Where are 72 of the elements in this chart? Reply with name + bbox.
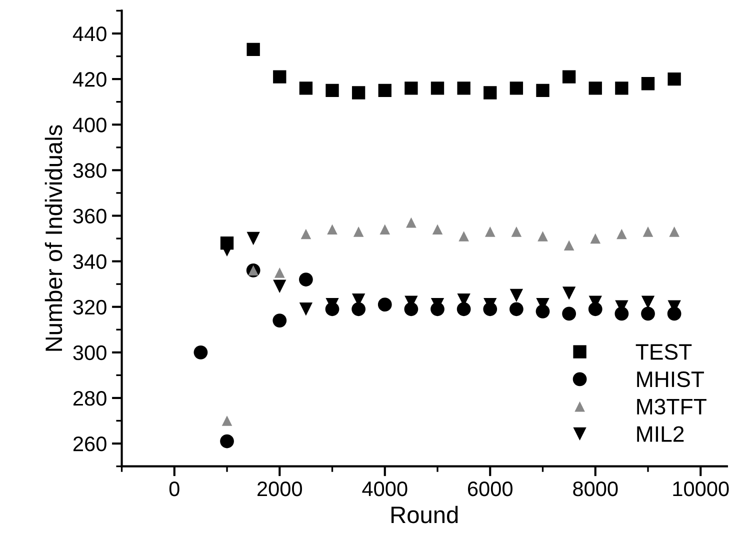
point	[246, 232, 260, 246]
point	[616, 228, 627, 240]
point	[273, 280, 286, 293]
x-tick-label: 10000	[673, 481, 729, 496]
point	[352, 86, 366, 100]
point	[300, 228, 312, 240]
point	[327, 224, 338, 235]
point	[456, 302, 471, 316]
point	[432, 224, 443, 235]
point	[562, 70, 576, 84]
point	[220, 434, 234, 448]
point	[562, 286, 576, 300]
y-tick-label: 280	[73, 390, 106, 406]
point	[378, 84, 392, 98]
point	[299, 272, 313, 286]
point	[484, 226, 496, 237]
point	[299, 302, 313, 316]
point	[246, 42, 260, 56]
point	[615, 82, 628, 95]
point	[272, 314, 287, 328]
point	[458, 231, 469, 242]
point	[668, 72, 681, 86]
y-tick-label: 400	[72, 118, 106, 132]
point	[536, 84, 550, 98]
point	[457, 82, 470, 95]
point	[274, 268, 285, 278]
y-tick-label: 420	[72, 72, 106, 87]
point	[509, 302, 524, 316]
point	[378, 298, 392, 312]
point	[380, 224, 390, 235]
point	[641, 77, 655, 90]
y-tick-label: 440	[72, 26, 106, 42]
point	[430, 82, 444, 95]
point	[510, 288, 524, 302]
y-tick-label: 260	[73, 436, 106, 452]
y-tick-label: 360	[73, 208, 106, 224]
legend-label: TEST	[636, 344, 692, 360]
legend-label: M3TFT	[637, 398, 706, 415]
point	[406, 217, 416, 228]
point	[669, 226, 680, 237]
y-tick-label: 380	[73, 163, 106, 178]
point	[538, 231, 548, 242]
legend-label: MIL2	[637, 426, 684, 442]
y-tick-label: 320	[73, 300, 106, 315]
x-tick-label: 8000	[573, 481, 618, 496]
point	[511, 226, 522, 237]
point	[562, 306, 576, 321]
point	[641, 306, 655, 321]
y-tick-label: 300	[73, 345, 106, 360]
legend-label: MHIST	[637, 371, 704, 388]
point	[353, 226, 364, 237]
point	[299, 82, 313, 95]
point	[642, 226, 654, 237]
x-axis-title: Round	[392, 506, 458, 524]
x-tick-label: 0	[169, 481, 180, 496]
point	[326, 84, 339, 98]
point	[273, 70, 286, 84]
point	[564, 240, 574, 251]
y-axis-title: Number of Individuals	[44, 125, 62, 351]
point	[510, 82, 524, 95]
point	[641, 296, 655, 309]
point	[352, 302, 366, 316]
x-tick-label: 2000	[258, 481, 302, 496]
x-tick-label: 6000	[468, 481, 512, 496]
point	[590, 233, 601, 244]
point	[588, 82, 602, 95]
point	[194, 345, 208, 360]
point	[222, 416, 232, 426]
point	[404, 82, 418, 95]
y-tick-label: 340	[73, 254, 106, 270]
point	[484, 86, 497, 100]
x-tick-label: 4000	[362, 481, 408, 496]
